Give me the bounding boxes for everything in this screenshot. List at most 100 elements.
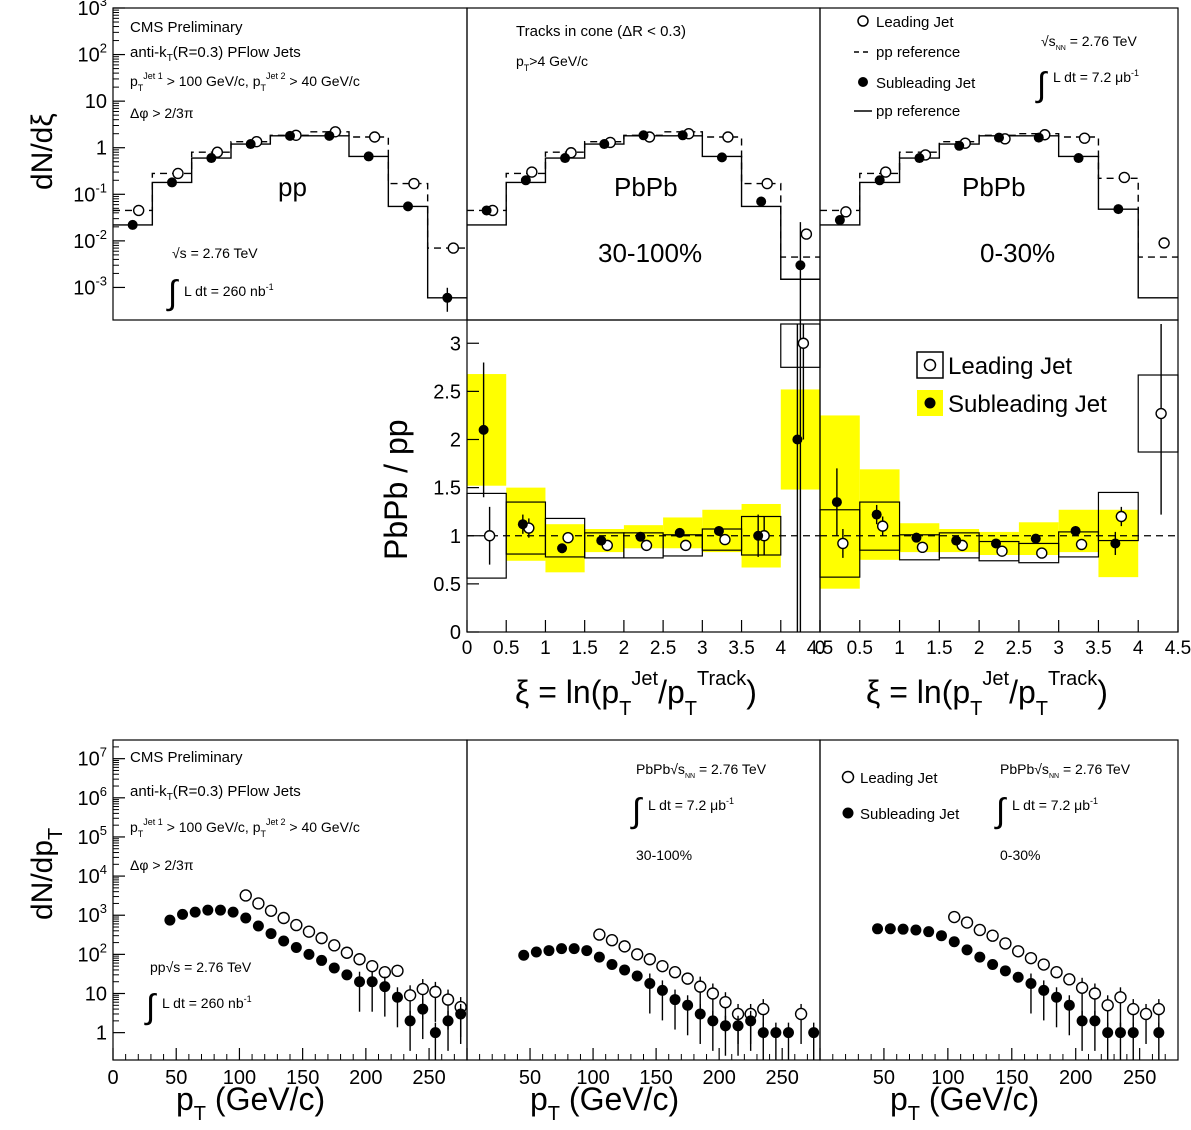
x-tick-label: 4 (775, 638, 786, 659)
subleading-jet-point (560, 153, 571, 164)
subleading-ratio-point (596, 535, 607, 546)
leading-ratio-point (680, 539, 692, 552)
y-tick-label: 3 (450, 333, 461, 355)
subleading-pt-point (1089, 1015, 1101, 1027)
x-axis-label-pt-1: pT (GeV/c) (176, 1081, 325, 1125)
subleading-pt-point (265, 928, 277, 940)
leading-ratio-point (1115, 510, 1128, 523)
subleading-pt-point (518, 949, 530, 961)
leading-pt-point (1152, 1002, 1166, 1016)
leading-ratio-point (1036, 547, 1048, 559)
subleading-jet-point (1073, 153, 1084, 164)
pt-cut-label: pT>4 GeV/c (516, 53, 588, 73)
y-tick-label: 0 (450, 622, 461, 644)
pt-pp-lumi: L dt = 260 nb-1 (162, 994, 252, 1011)
leading-pt-point (1037, 958, 1050, 971)
tracks-cone-label: Tracks in cone (ΔR < 0.3) (516, 23, 686, 40)
x-tick-label: 1.5 (571, 638, 597, 659)
x-tick-label: 3 (1053, 638, 1064, 659)
y-tick-label: 10-1 (73, 180, 107, 206)
subleading-pt-point (808, 1027, 820, 1039)
syst-box-leading (859, 501, 901, 551)
leading-jet-point (1158, 237, 1170, 249)
dphi-label-top: Δφ > 2/3π (130, 105, 194, 121)
subleading-pt-point (593, 951, 605, 963)
x-tick-label: 250 (412, 1067, 445, 1089)
ratio-legend-subleading-label: Subleading Jet (948, 391, 1107, 418)
leading-pt-point (1088, 987, 1102, 1000)
leading-pt-point (1011, 945, 1025, 958)
pp-sqrts-top: √s = 2.76 TeV (172, 245, 258, 261)
y-tick-label: 102 (78, 41, 107, 67)
leading-pt-point (1139, 1007, 1153, 1021)
subleading-pt-point (732, 1020, 744, 1032)
pt-legend: Leading Jet Subleading Jet (841, 770, 960, 823)
legend-subleading-label: Subleading Jet (876, 75, 976, 92)
leading-pt-point (593, 928, 606, 941)
leading-pt-point (1024, 951, 1038, 965)
subleading-pt-point (252, 920, 264, 932)
subleading-ratio-point (557, 543, 568, 554)
integral-pbpb-top: ∫ (1035, 66, 1048, 104)
subleading-pt-point (391, 991, 403, 1003)
subleading-jet-point (363, 151, 374, 162)
leading-ratio-point (562, 531, 574, 544)
subleading-pt-point (404, 1015, 416, 1027)
y-tick-label: 103 (78, 901, 107, 927)
subleading-pt-point (987, 959, 999, 971)
integral-pbpb-periph: ∫ (630, 792, 643, 830)
subleading-pt-point (429, 1027, 441, 1039)
legend-ppref-solid-label: pp reference (876, 103, 960, 120)
x-tick-label: 200 (349, 1067, 382, 1089)
pbpb-sqrts-top: √sNN = 2.76 TeV (1041, 33, 1137, 52)
leading-jet-point (761, 177, 773, 190)
leading-jet-point (879, 166, 892, 178)
x-tick-label: 3.5 (728, 638, 754, 659)
subleading-ratio-point (871, 509, 882, 520)
pbpb-lumi-top: L dt = 7.2 μb-1 (1053, 68, 1139, 85)
leading-ratio-point (719, 533, 731, 546)
subleading-jet-point (756, 196, 767, 207)
subleading-pt-point (328, 962, 340, 974)
leading-ratio-point (1075, 538, 1088, 551)
leading-pt-point (252, 897, 265, 910)
leading-pt-point (290, 918, 303, 932)
subleading-pt-point (1025, 978, 1037, 990)
leading-jet-point (368, 131, 381, 143)
subleading-ratio-point (991, 538, 1001, 549)
leading-pt-point (794, 1007, 808, 1021)
y-tick-label: 107 (78, 745, 107, 771)
y-tick-label: 1 (96, 138, 107, 160)
subleading-pt-point (568, 943, 580, 955)
subleading-pt-point (214, 904, 226, 916)
subleading-jet-point (638, 130, 649, 141)
pp-lumi-top: L dt = 260 nb-1 (184, 282, 274, 299)
cent-periph-label: 30-100% (598, 238, 702, 268)
subleading-pt-point (1051, 991, 1063, 1003)
subleading-pt-point (1012, 971, 1024, 983)
subleading-jet-point (285, 130, 295, 141)
x-axis-label-ratio-left: ξ = ln(pTJet/pTTrack) (515, 668, 757, 720)
pt-pp-energy: pp√s = 2.76 TeV (150, 959, 252, 975)
cms-label-bottom: CMS Preliminary (130, 749, 243, 766)
x-tick-label: 2 (974, 638, 985, 659)
subleading-pt-point (1063, 999, 1075, 1011)
subleading-ratio-point (635, 531, 646, 542)
leading-pt-point (328, 939, 341, 952)
integral-pp-top: ∫ (166, 274, 179, 312)
legend-leading-label: Leading Jet (876, 14, 954, 31)
leading-pt-point (618, 940, 631, 953)
subleading-ratio-point (674, 527, 685, 538)
leading-jet-point (408, 177, 420, 190)
subleading-jet-point (994, 132, 1004, 143)
leading-ratio-point (996, 545, 1008, 557)
pt-legend-leading: Leading Jet (860, 770, 938, 787)
subleading-pt-point (897, 923, 909, 935)
leading-pt-point (239, 889, 252, 902)
leading-ratio-point (483, 530, 496, 542)
leading-pt-point (264, 904, 278, 917)
subleading-pt-point (1076, 1015, 1088, 1027)
leading-ratio-point (797, 337, 810, 349)
subleading-ratio-point (911, 532, 922, 543)
